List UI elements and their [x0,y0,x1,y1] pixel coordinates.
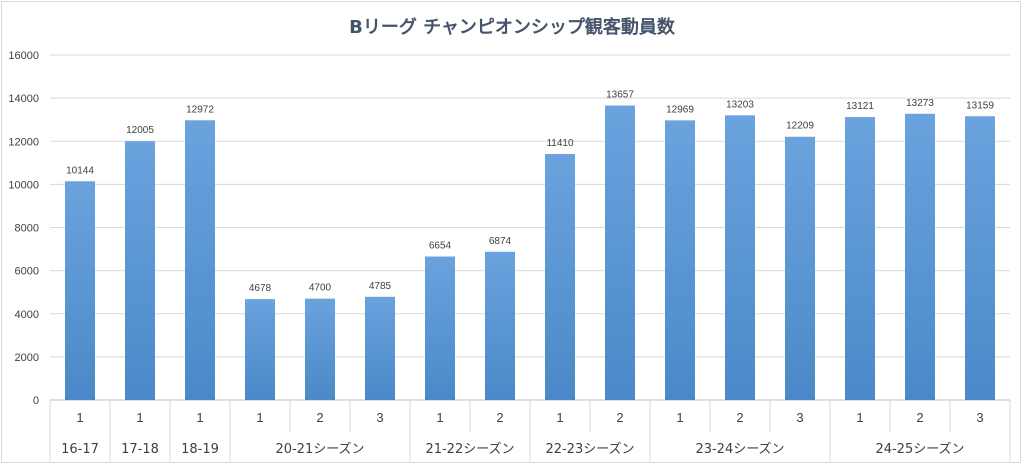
bar [125,141,155,400]
x-tick-label-game: 2 [496,410,503,425]
data-label: 13657 [606,90,634,101]
bars [65,105,995,401]
data-label: 11410 [546,138,574,149]
y-tick-label: 12000 [8,136,39,148]
data-label: 6654 [429,241,452,252]
data-label: 12969 [666,104,694,115]
y-tick-label: 0 [33,395,39,407]
bar [305,298,335,400]
data-label: 4700 [309,283,332,294]
data-labels: 10144 12005 12972 4678 4700 4785 6654 6874 11410… [66,90,994,295]
data-label: 13273 [906,98,934,109]
data-label: 6874 [489,236,512,247]
y-tick-label: 2000 [15,352,39,364]
x-tick-label-season: 22-23シーズン [545,441,634,457]
x-tick-label-game: 1 [856,410,863,425]
x-tick-label-game: 3 [376,410,383,425]
bar [905,113,935,400]
x-tick-label-season: 18-19 [181,442,219,457]
y-tick-label: 14000 [8,93,39,105]
x-tick-label-game: 1 [436,410,443,425]
bar [965,116,995,400]
x-axis: 1 16-17 1 17-18 1 18-19 1 2 3 20-21シーズン 1 2 21-22シーズ… [49,400,1011,463]
data-label: 12972 [186,104,214,115]
bar [485,251,515,400]
y-tick-label: 16000 [8,50,39,62]
data-label: 13203 [726,99,754,110]
x-tick-label-game: 1 [676,410,683,425]
x-tick-label-game: 3 [976,410,983,425]
data-label: 12005 [126,125,154,136]
data-label: 13159 [966,100,994,111]
data-label: 12209 [786,121,814,132]
bar [365,296,395,400]
y-tick-label: 6000 [15,266,39,278]
bar [545,153,575,400]
bar [425,256,455,400]
bar [245,299,275,400]
x-tick-label-game: 2 [916,410,923,425]
bar [845,117,875,401]
y-tick-label: 10000 [8,179,39,191]
x-tick-label-game: 1 [556,410,563,425]
bar [65,181,95,400]
bar [665,120,695,401]
x-tick-label-game: 1 [256,410,263,425]
x-tick-label-game: 2 [736,410,743,425]
x-tick-label-game: 1 [136,410,143,425]
data-label: 13121 [846,101,874,112]
bar [785,136,815,400]
x-tick-label-game: 3 [796,410,803,425]
x-tick-label-game: 1 [196,410,203,425]
data-label: 4785 [369,281,392,292]
x-tick-label-season: 17-18 [121,442,159,457]
y-axis-ticks: 0 2000 4000 6000 8000 10000 12000 14000 16000 [8,50,39,407]
y-tick-label: 8000 [15,223,39,235]
data-label: 10144 [66,165,94,176]
bar [185,120,215,400]
x-tick-label-season: 21-22シーズン [425,441,514,457]
x-tick-label-season: 20-21シーズン [275,441,364,457]
x-tick-label-season: 16-17 [61,442,99,457]
x-tick-label-game: 1 [76,410,83,425]
y-tick-label: 4000 [15,309,39,321]
x-tick-label-season: 24-25シーズン [875,441,964,457]
x-tick-label-season: 23-24シーズン [695,441,784,457]
x-tick-label-game: 2 [316,410,323,425]
bar [605,105,635,400]
bar [725,115,755,401]
x-tick-label-game: 2 [616,410,623,425]
chart-title: Bリーグ チャンピオンシップ観客動員数 [349,16,676,38]
data-label: 4678 [249,283,272,294]
